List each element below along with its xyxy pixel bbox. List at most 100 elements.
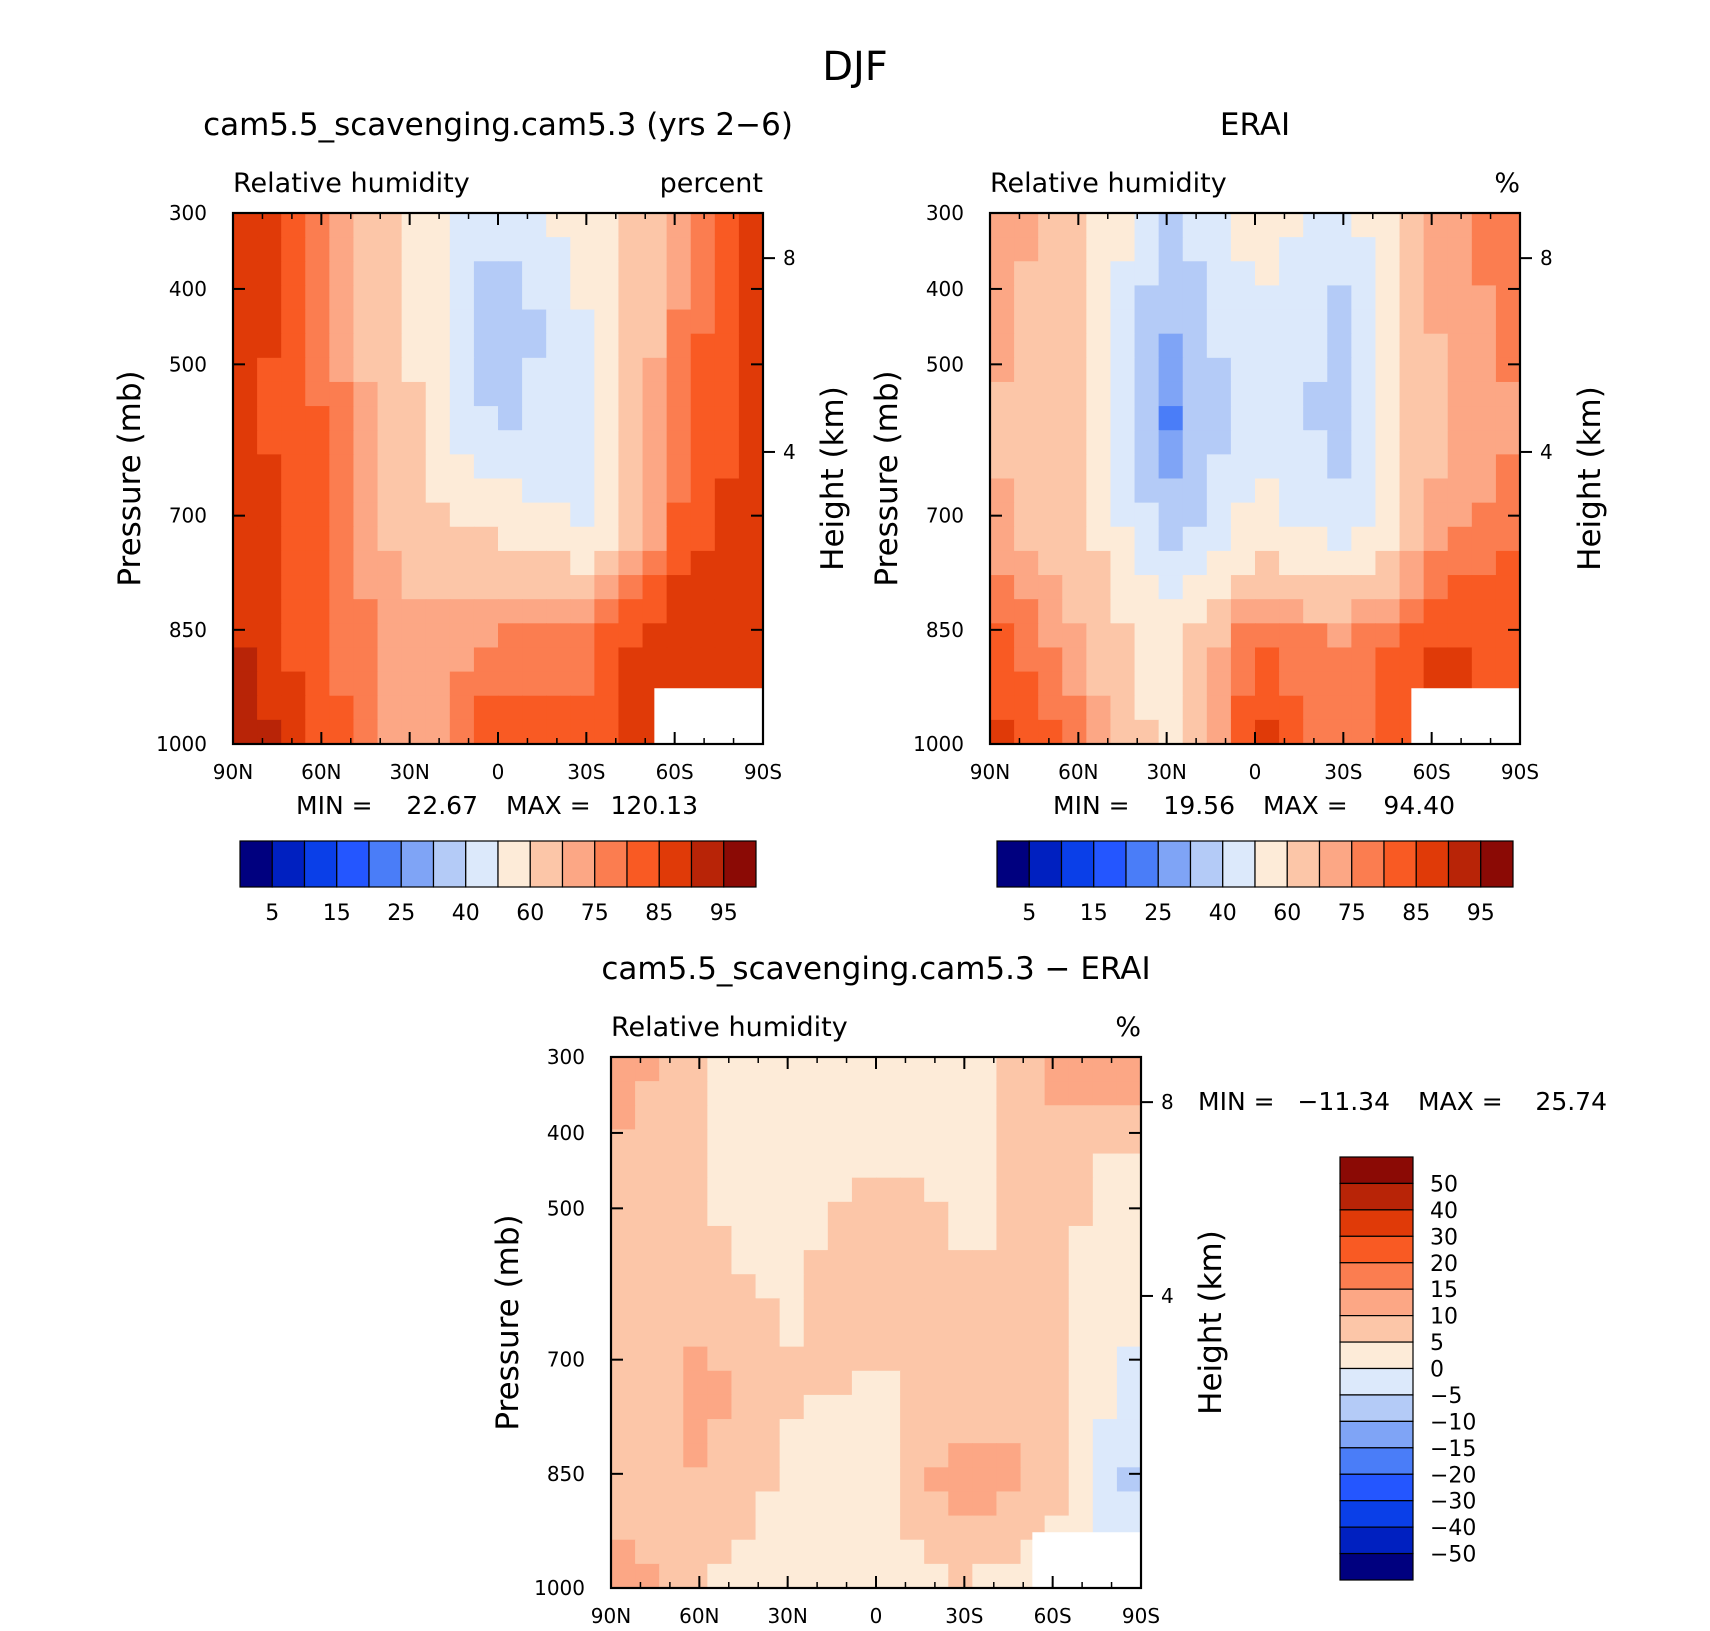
contour-cell [1471, 309, 1497, 335]
contour-cell [1110, 285, 1136, 311]
contour-cell [1014, 526, 1039, 552]
contour-cell [522, 381, 547, 407]
colorbar-label: −20 [1430, 1463, 1476, 1488]
contour-cell [611, 1539, 636, 1565]
contour-cell [377, 550, 403, 576]
contour-cell [690, 550, 716, 576]
y-tick-label: 500 [169, 352, 207, 376]
contour-cell [1327, 719, 1352, 745]
height-tick-label: 4 [1161, 1284, 1174, 1308]
contour-cell [401, 671, 427, 697]
contour-cell [618, 502, 644, 528]
contour-cell [1423, 357, 1449, 383]
contour-cell [353, 285, 379, 311]
contour-cell [522, 575, 547, 600]
x-tick-label: 90N [213, 760, 253, 784]
contour-cell [1399, 333, 1425, 359]
contour-cell [257, 526, 282, 552]
colorbar-swatch [271, 840, 306, 888]
contour-cell [803, 1298, 829, 1324]
contour-cell [281, 454, 306, 480]
colorbar-label: −50 [1430, 1543, 1476, 1568]
contour-cell [659, 1129, 684, 1155]
contour-cell [803, 1370, 829, 1396]
contour-cell [1092, 1153, 1118, 1179]
contour-cell [498, 647, 523, 673]
contour-cell [1110, 695, 1136, 721]
contour-cell [1279, 261, 1304, 287]
contour-cell [1092, 1225, 1118, 1251]
min-value: −11.34 [1297, 1087, 1390, 1116]
contour-cell [1134, 309, 1160, 335]
contour-cell [635, 1322, 660, 1348]
contour-cell [876, 1515, 901, 1541]
contour-cell [683, 1443, 708, 1468]
contour-cell [546, 237, 571, 262]
contour-cell [851, 1250, 877, 1275]
contour-cell [473, 550, 499, 576]
contour-cell [690, 430, 716, 455]
contour-cell [900, 1177, 925, 1203]
contour-cell [659, 1346, 684, 1372]
contour-cell [779, 1081, 805, 1106]
contour-cell [353, 502, 379, 528]
contour-cell [570, 285, 595, 311]
contour-cell [257, 623, 282, 649]
contour-cell [731, 1346, 757, 1372]
contour-cell [1327, 599, 1352, 624]
colorbar-label: 5 [265, 901, 279, 926]
contour-cell [714, 261, 740, 287]
contour-cell [594, 647, 620, 673]
colorbar-swatch [1060, 840, 1095, 888]
contour-cell [1303, 237, 1328, 262]
contour-cell [996, 1394, 1022, 1420]
contour-cell [755, 1322, 781, 1348]
contour-cell [1447, 406, 1473, 431]
contour-cell [1062, 381, 1087, 407]
contour-cell [1068, 1105, 1094, 1131]
contour-cell [570, 381, 595, 407]
contour-cell [1134, 381, 1160, 407]
contour-cell [1447, 599, 1473, 624]
contour-cell [683, 1129, 708, 1155]
contour-cell [1375, 261, 1401, 287]
contour-cell [498, 261, 523, 287]
contour-cell [1230, 454, 1256, 480]
contour-cell [1375, 406, 1401, 431]
x-tick-label: 90N [970, 760, 1010, 784]
contour-cell [642, 623, 668, 649]
contour-cell [611, 1201, 636, 1227]
contour-cell [329, 381, 355, 407]
contour-cell [1423, 309, 1449, 335]
contour-cell [1447, 550, 1473, 576]
contour-cell [1158, 237, 1184, 262]
contour-cell [1303, 309, 1328, 335]
contour-cell [546, 333, 571, 359]
colorbar-swatch [529, 840, 564, 888]
contour-cell [990, 526, 1015, 552]
contour-cell [329, 550, 355, 576]
contour-cell [1303, 695, 1328, 721]
y-axis-label: Pressure (mb) [869, 370, 905, 586]
y-tick-label: 850 [547, 1462, 585, 1486]
contour-cell [755, 1515, 781, 1541]
contour-cell [1062, 671, 1087, 697]
contour-cell [1092, 1419, 1118, 1444]
contour-cell [1399, 526, 1425, 552]
contour-cell [755, 1177, 781, 1203]
contour-cell [1068, 1274, 1094, 1299]
contour-cell [972, 1298, 998, 1324]
contour-cell [659, 1515, 684, 1541]
y-axis-label: Pressure (mb) [490, 1214, 526, 1430]
y-tick-label: 1000 [913, 732, 964, 756]
contour-cell [1110, 237, 1136, 262]
contour-cell [1158, 575, 1184, 600]
contour-cell [1110, 261, 1136, 287]
contour-cell [401, 526, 427, 552]
contour-cell [738, 550, 764, 576]
contour-cell [1110, 647, 1136, 673]
contour-cell [1303, 623, 1328, 649]
contour-cell [755, 1467, 781, 1493]
contour-cell [281, 575, 306, 600]
colorbar-swatch [1339, 1526, 1414, 1555]
